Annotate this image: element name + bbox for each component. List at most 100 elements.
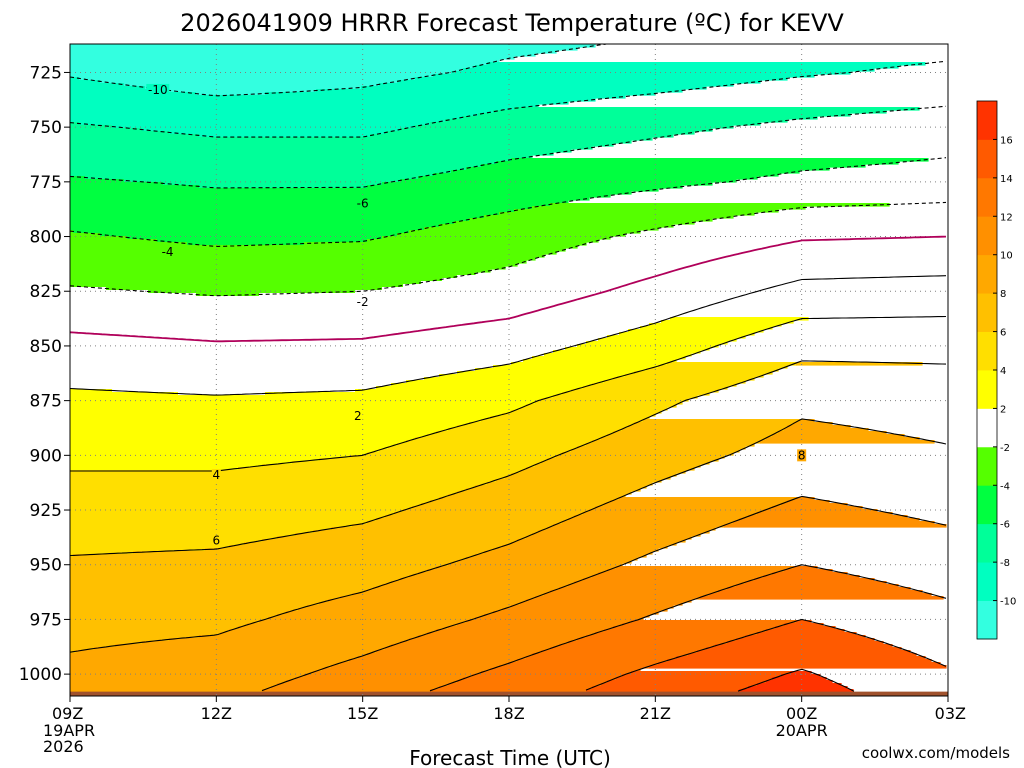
- contour-label-bg: [354, 197, 371, 210]
- field-cell: [397, 80, 761, 84]
- field-cell: [70, 446, 389, 450]
- field-cell: [70, 323, 650, 327]
- field-cell: [70, 464, 263, 468]
- field-cell: [70, 569, 428, 573]
- field-cell: [70, 167, 467, 171]
- field-cell: [70, 656, 359, 660]
- isotherm-8: [70, 418, 947, 653]
- field-cell: [571, 389, 719, 393]
- field-cell: [430, 122, 761, 126]
- field-cell: [70, 665, 332, 669]
- field-cell: [70, 236, 128, 240]
- field-cell: [70, 593, 353, 597]
- field-cell: [643, 419, 800, 423]
- field-cell: [70, 149, 572, 153]
- field-cell: [487, 62, 926, 66]
- field-cell: [70, 344, 578, 348]
- field-cell: [403, 509, 590, 513]
- field-cell: [70, 452, 368, 456]
- field-cell: [70, 530, 314, 534]
- field-cell: [556, 455, 725, 459]
- field-cell: [622, 428, 785, 432]
- field-cell: [493, 611, 659, 615]
- field-cell: [592, 383, 737, 387]
- field-cell: [436, 431, 614, 435]
- field-cell: [577, 446, 746, 450]
- field-cell: [70, 161, 497, 165]
- x-tick-label: 21Z: [640, 704, 671, 723]
- field-cell: [127, 236, 383, 240]
- field-cell: [535, 401, 683, 405]
- field-cell: [463, 677, 617, 681]
- field-cell: [292, 461, 542, 465]
- field-cell: [70, 107, 515, 111]
- field-cell: [793, 422, 833, 426]
- field-cell: [70, 377, 425, 381]
- field-cell: [70, 95, 626, 99]
- field-cell: [70, 398, 542, 402]
- credit-link[interactable]: coolwx.com/models: [862, 744, 1010, 762]
- field-cell: [70, 590, 365, 594]
- field-cell: [658, 662, 941, 666]
- field-cell: [421, 281, 791, 285]
- field-cell: [784, 428, 869, 432]
- field-cell: [688, 653, 917, 657]
- field-cell: [739, 518, 920, 522]
- field-cell: [70, 269, 491, 273]
- field-cell: [349, 659, 518, 663]
- field-cell: [493, 365, 659, 369]
- x-tick-label: 00Z: [786, 704, 817, 723]
- field-cell: [70, 383, 392, 387]
- field-cell: [220, 632, 428, 636]
- field-cell: [70, 473, 512, 477]
- field-cell: [295, 533, 533, 537]
- field-cell: [748, 686, 848, 690]
- field-cell: [70, 68, 464, 72]
- field-cell: [541, 398, 689, 402]
- field-cell: [772, 434, 905, 438]
- field-cell: [439, 374, 626, 378]
- field-cell: [70, 548, 206, 552]
- field-cell: [598, 572, 773, 576]
- field-cell: [394, 512, 584, 516]
- field-cell: [100, 80, 398, 84]
- colorbar-label: -2: [1000, 443, 1010, 454]
- field-cell: [70, 131, 170, 135]
- y-tick-label: 950: [30, 556, 62, 576]
- field-cell: [448, 683, 602, 687]
- field-cell: [457, 425, 629, 429]
- field-cell: [199, 134, 371, 138]
- field-cell: [229, 545, 503, 549]
- field-cell: [70, 521, 368, 525]
- field-cell: [514, 107, 920, 111]
- field-cell: [586, 341, 728, 345]
- field-cell: [286, 680, 458, 684]
- field-cell: [568, 584, 737, 588]
- field-cell: [772, 572, 848, 576]
- field-cell: [238, 626, 449, 630]
- field-cell: [520, 602, 683, 606]
- field-cell: [457, 623, 623, 627]
- field-cell: [70, 104, 539, 108]
- field-cell: [496, 479, 662, 483]
- field-cell: [70, 563, 449, 567]
- field-cell: [523, 359, 677, 363]
- field-cell: [478, 113, 851, 117]
- field-cell: [466, 488, 641, 492]
- field-cell: [70, 458, 320, 462]
- field-cell: [70, 434, 428, 438]
- field-cell: [70, 113, 479, 117]
- field-cell: [70, 218, 470, 222]
- field-cell: [70, 305, 707, 309]
- field-cell: [70, 212, 500, 216]
- field-cell: [199, 635, 419, 639]
- field-cell: [367, 239, 599, 243]
- field-cell: [757, 632, 857, 636]
- field-cell: [70, 335, 608, 339]
- contour-label: -4: [162, 245, 174, 259]
- field-cell: [70, 392, 179, 396]
- field-cell: [70, 128, 143, 132]
- field-cell: [70, 596, 341, 600]
- field-cell: [70, 371, 458, 375]
